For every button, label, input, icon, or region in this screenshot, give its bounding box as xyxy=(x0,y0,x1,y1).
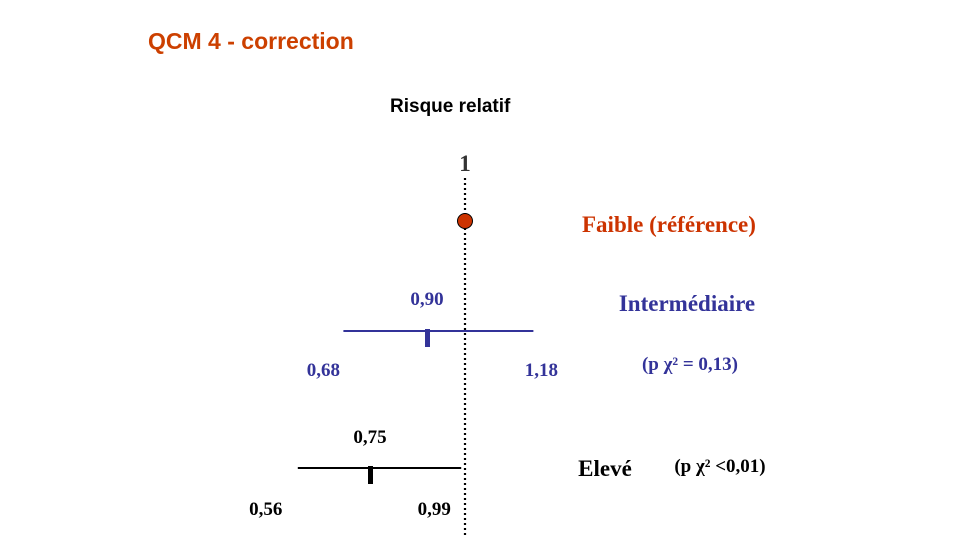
estimate-label-eleve: 0,75 xyxy=(353,427,386,448)
series-label-eleve: Elevé xyxy=(578,456,632,481)
ci-high-label-intermediaire: 1,18 xyxy=(525,360,558,381)
series-label-intermediaire: Intermédiaire xyxy=(619,291,755,316)
estimate-mark-intermediaire xyxy=(425,329,430,347)
reference-tick-label: 1 xyxy=(459,151,471,176)
ci-low-label-eleve: 0,56 xyxy=(249,499,282,520)
series-label-faible: Faible (référence) xyxy=(582,212,756,237)
p-value-eleve: (p χ² <0,01) xyxy=(674,456,765,477)
chart-title: Risque relatif xyxy=(390,96,511,117)
p-value-intermediaire: (p χ² = 0,13) xyxy=(642,354,738,375)
ci-low-label-intermediaire: 0,68 xyxy=(307,360,340,381)
ci-high-label-eleve: 0,99 xyxy=(418,499,451,520)
estimate-label-intermediaire: 0,90 xyxy=(410,289,443,310)
slide-title: QCM 4 - correction xyxy=(148,28,354,54)
reference-point xyxy=(457,213,473,229)
estimate-mark-eleve xyxy=(368,466,373,484)
